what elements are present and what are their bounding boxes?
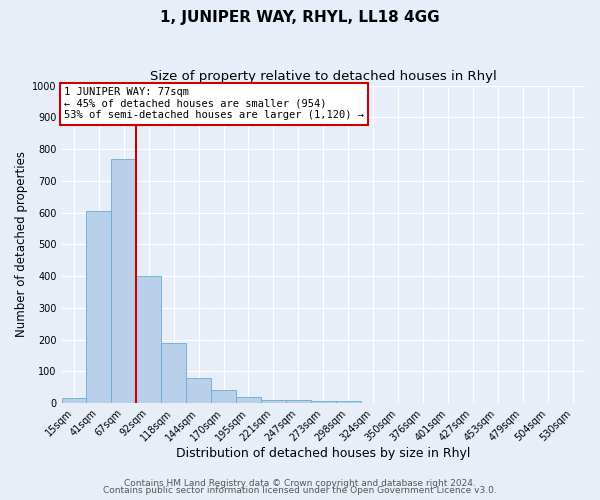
Bar: [261, 400, 286, 403]
Bar: [161, 342, 186, 403]
X-axis label: Distribution of detached houses by size in Rhyl: Distribution of detached houses by size …: [176, 447, 470, 460]
Text: Contains public sector information licensed under the Open Government Licence v3: Contains public sector information licen…: [103, 486, 497, 495]
Bar: [136, 276, 161, 403]
Bar: [286, 400, 311, 403]
Title: Size of property relative to detached houses in Rhyl: Size of property relative to detached ho…: [150, 70, 497, 83]
Text: 1 JUNIPER WAY: 77sqm
← 45% of detached houses are smaller (954)
53% of semi-deta: 1 JUNIPER WAY: 77sqm ← 45% of detached h…: [64, 87, 364, 120]
Bar: [336, 402, 361, 403]
Bar: [311, 402, 336, 403]
Bar: [62, 398, 86, 403]
Bar: [86, 211, 112, 403]
Bar: [236, 398, 261, 403]
Bar: [186, 378, 211, 403]
Text: Contains HM Land Registry data © Crown copyright and database right 2024.: Contains HM Land Registry data © Crown c…: [124, 478, 476, 488]
Text: 1, JUNIPER WAY, RHYL, LL18 4GG: 1, JUNIPER WAY, RHYL, LL18 4GG: [160, 10, 440, 25]
Y-axis label: Number of detached properties: Number of detached properties: [15, 152, 28, 338]
Bar: [112, 158, 136, 403]
Bar: [211, 390, 236, 403]
